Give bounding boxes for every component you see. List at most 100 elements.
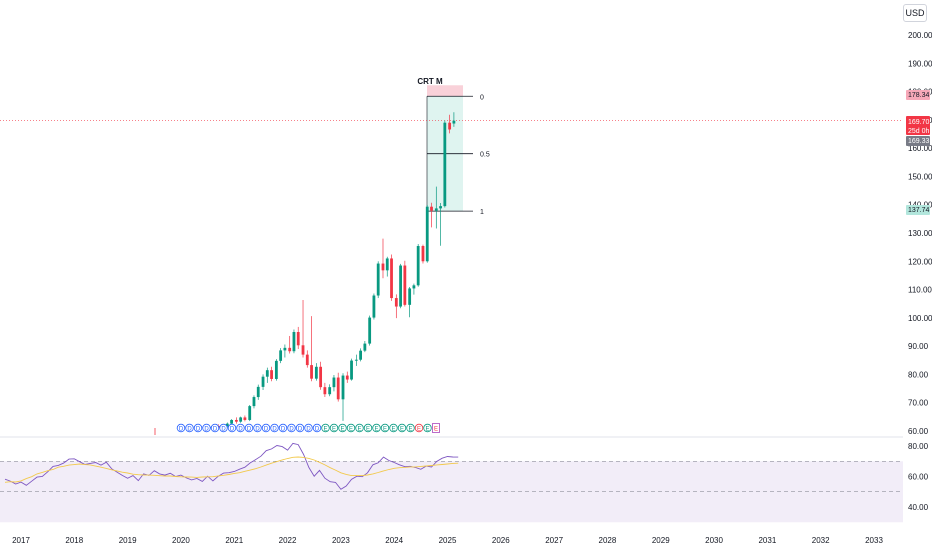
time-tick-label: 2021 [225, 536, 243, 545]
event-marker [380, 423, 390, 433]
event-marker [329, 423, 339, 433]
candle-body [376, 263, 380, 296]
candle-body [336, 377, 340, 400]
candle-body [314, 366, 318, 379]
chart-title: CRT M [417, 77, 443, 86]
event-marker-label: D [255, 427, 260, 433]
event-marker-label: D [213, 427, 218, 433]
time-tick-label: 2020 [172, 536, 190, 545]
time-tick-label: 2031 [758, 536, 776, 545]
event-marker [397, 423, 407, 433]
fib-label: 0 [480, 94, 484, 101]
event-marker-label: E [425, 427, 429, 433]
candle-body [350, 360, 353, 380]
event-marker [338, 423, 347, 433]
candle-body [416, 246, 420, 286]
candle-body [354, 359, 358, 361]
candle-body [248, 406, 252, 420]
price-tag [906, 90, 930, 100]
event-marker-label: E [434, 427, 438, 433]
price-tick-label: 200.00 [908, 31, 932, 40]
candle-body [230, 419, 233, 424]
currency-button[interactable]: USD [903, 4, 927, 22]
event-marker [244, 423, 254, 433]
time-tick-label: 2023 [332, 536, 350, 545]
event-marker [236, 423, 245, 433]
candle-body [288, 347, 292, 352]
time-tick-label: 2028 [599, 536, 617, 545]
event-marker-label: D [315, 427, 320, 433]
candle-body [359, 350, 363, 360]
event-marker-label: E [374, 427, 378, 433]
event-marker-label: D [196, 427, 201, 433]
rsi-tick-label: 80.00 [908, 442, 929, 451]
time-tick-label: 2025 [439, 536, 457, 545]
price-tick-label: 190.00 [908, 59, 932, 68]
price-tick-label: 60.00 [908, 427, 929, 436]
time-tick-label: 2022 [279, 536, 297, 545]
rsi-tick-label: 60.00 [908, 473, 929, 482]
event-marker-label: E [340, 427, 344, 433]
event-marker-label: D [179, 427, 184, 433]
event-marker [202, 423, 211, 433]
event-marker [185, 423, 194, 433]
rsi-tick-label: 40.00 [908, 503, 929, 512]
time-tick-label: 2027 [545, 536, 563, 545]
price-tick-label: 120.00 [908, 257, 932, 266]
candle-body [243, 417, 247, 420]
price-tag-sub: 25d 0h [908, 128, 930, 135]
event-marker-label: E [400, 427, 404, 433]
price-tag [906, 116, 930, 135]
candle-body [363, 343, 367, 351]
candle-body [368, 317, 372, 344]
time-tick-label: 2026 [492, 536, 510, 545]
candle-body [381, 263, 385, 271]
candle-body [412, 285, 416, 289]
candle-body [430, 206, 433, 211]
event-marker-label: D [289, 427, 294, 433]
candle-body [225, 423, 229, 427]
candle-body [319, 366, 323, 388]
event-marker [176, 423, 186, 433]
time-tick-label: 2018 [65, 536, 83, 545]
event-marker-label: D [247, 427, 252, 433]
candle-body [234, 419, 238, 422]
price-tag-label: 169.70 [908, 119, 930, 126]
price-tag [906, 136, 930, 146]
event-marker-label: D [298, 427, 303, 433]
event-marker [304, 423, 313, 433]
candle-body [448, 122, 452, 130]
event-marker [406, 423, 415, 433]
candle-body [292, 332, 296, 352]
time-tick-label: 2019 [119, 536, 137, 545]
candle-body [372, 295, 376, 318]
candle-body [421, 246, 425, 262]
candle-body [323, 387, 327, 395]
event-marker [432, 423, 440, 433]
candle-body [296, 332, 300, 346]
candle-body [394, 298, 398, 307]
event-marker-label: E [417, 427, 421, 433]
candle-body [310, 365, 313, 379]
price-tick-label: 80.00 [908, 370, 929, 379]
candle-body [385, 258, 389, 271]
candle-body [408, 288, 412, 305]
fib-zone-upper [427, 85, 463, 97]
price-tag [906, 205, 930, 215]
event-marker-label: E [383, 427, 387, 433]
candle-body [301, 345, 305, 355]
candle-body [239, 417, 243, 422]
event-marker-label: D [238, 427, 243, 433]
event-marker-label: D [306, 427, 311, 433]
event-marker [278, 423, 288, 433]
rsi-line [4, 442, 459, 490]
price-tick-label: 130.00 [908, 229, 932, 238]
event-marker [389, 423, 398, 433]
event-marker [219, 423, 228, 433]
candle-body [345, 375, 349, 380]
event-marker [261, 423, 271, 433]
event-marker-label: E [349, 427, 353, 433]
price-tick-label: 70.00 [908, 399, 929, 408]
